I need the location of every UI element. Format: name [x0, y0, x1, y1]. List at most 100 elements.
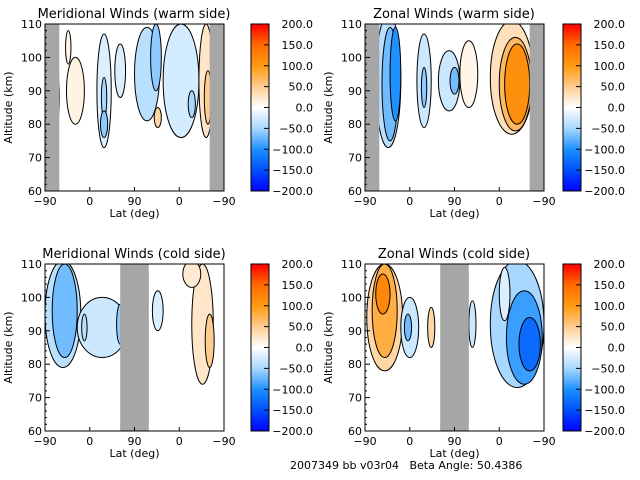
- x-tick-label: 0: [406, 435, 413, 448]
- colorbar-tick-label: 0.0: [608, 102, 626, 115]
- colorbar-tick-label: 200.0: [594, 258, 626, 271]
- y-tick-label: 60: [28, 185, 42, 198]
- mask: [544, 24, 564, 191]
- x-tick-label: 0: [86, 195, 93, 208]
- mask: [345, 24, 365, 191]
- colorbar: 200.0 150.0 100.0 50.0 0.0 −50.0 −100.0 −150.0 −…: [562, 258, 626, 438]
- colorbar-tick-label: 50.0: [289, 81, 314, 94]
- y-axis-label: Altitude (km): [2, 311, 15, 383]
- colorbar: 200.0 150.0 100.0 50.0 0.0 −50.0 −100.0 −150.0 −…: [250, 18, 314, 198]
- x-axis-label: Lat (deg): [430, 207, 480, 220]
- mask: [345, 264, 365, 431]
- mask: [325, 244, 584, 264]
- y-tick-label: 100: [21, 51, 42, 64]
- x-tick-label: 0: [496, 195, 503, 208]
- contour-region: [182, 260, 202, 288]
- contour-region: [375, 273, 391, 315]
- contour-region: [204, 313, 215, 369]
- footer-info: 2007349 bb v03r04 Beta Angle: 50.4386: [290, 459, 523, 472]
- colorbar-tick-label: 100.0: [282, 300, 314, 313]
- contour-region: [162, 23, 200, 139]
- colorbar-tick-label: 150.0: [282, 39, 314, 52]
- mask: [325, 191, 584, 205]
- colorbar-tick-label: 100.0: [594, 60, 626, 73]
- y-tick-label: 80: [28, 358, 42, 371]
- contour-region: [151, 290, 164, 332]
- y-axis-label: Altitude (km): [322, 311, 335, 383]
- chart-panel-4: 60 70 80 90 100 110 −90 0 90 0 −90 Zonal Winds (col…: [322, 244, 625, 460]
- mask: [325, 431, 584, 445]
- contour-region: [389, 26, 402, 122]
- y-tick-label: 90: [28, 325, 42, 338]
- no-data-band: [45, 24, 60, 191]
- contour-region: [427, 306, 436, 348]
- y-tick-label: 90: [28, 85, 42, 98]
- no-data-band: [209, 24, 224, 191]
- contour-region: [187, 90, 196, 119]
- y-tick-label: 80: [28, 118, 42, 131]
- y-tick-label: 110: [341, 18, 362, 31]
- colorbar-tick-label: −50.0: [279, 362, 313, 375]
- mask: [25, 264, 45, 431]
- colorbar-tick-label: 50.0: [601, 321, 626, 334]
- contour-region: [498, 266, 511, 322]
- colorbar-tick-label: −100.0: [584, 143, 625, 156]
- mask: [5, 244, 264, 264]
- x-tick-label: −90: [33, 195, 56, 208]
- contour-region: [153, 107, 162, 129]
- y-tick-label: 80: [348, 118, 362, 131]
- mask: [5, 191, 264, 205]
- y-tick-label: 70: [28, 392, 42, 405]
- y-tick-label: 70: [348, 392, 362, 405]
- chart-title: Zonal Winds (cold side): [378, 247, 530, 262]
- colorbar-tick-label: −150.0: [272, 164, 313, 177]
- mask: [5, 431, 264, 445]
- colorbar-tick-label: −100.0: [272, 383, 313, 396]
- contour-region: [81, 313, 88, 342]
- contour-region: [459, 40, 479, 108]
- colorbar-tick-label: 200.0: [282, 258, 314, 271]
- x-tick-label: −90: [353, 435, 376, 448]
- x-tick-label: 90: [128, 195, 142, 208]
- colorbar: 200.0 150.0 100.0 50.0 0.0 −50.0 −100.0 −150.0 −…: [250, 258, 314, 438]
- y-tick-label: 70: [348, 152, 362, 165]
- colorbar-tick-label: 200.0: [594, 18, 626, 31]
- colorbar-tick-label: 150.0: [594, 279, 626, 292]
- contour-region: [150, 23, 162, 92]
- colorbar-tick-label: 0.0: [608, 342, 626, 355]
- colorbar-tick-label: 150.0: [594, 39, 626, 52]
- colorbar-tick-label: 50.0: [601, 81, 626, 94]
- y-tick-label: 100: [341, 291, 362, 304]
- contour-region: [65, 56, 85, 125]
- colorbar-tick-label: −100.0: [584, 383, 625, 396]
- colorbar-tick-label: −50.0: [591, 122, 625, 135]
- no-data-band: [440, 264, 469, 431]
- y-tick-label: 70: [28, 152, 42, 165]
- no-data-band: [120, 264, 149, 431]
- y-axis-label: Altitude (km): [322, 71, 335, 143]
- contour-region: [420, 66, 428, 108]
- colorbar-tick-label: 50.0: [289, 321, 314, 334]
- colorbar-tick-label: 150.0: [282, 279, 314, 292]
- x-tick-label: 0: [176, 435, 183, 448]
- colorbar-tick-label: 100.0: [282, 60, 314, 73]
- y-tick-label: 100: [21, 291, 42, 304]
- colorbar-tick-label: −150.0: [272, 404, 313, 417]
- x-axis-label: Lat (deg): [430, 447, 480, 460]
- colorbar-tick-label: −200.0: [272, 425, 313, 438]
- y-tick-label: 90: [348, 85, 362, 98]
- mask: [224, 264, 244, 431]
- y-tick-label: 60: [348, 425, 362, 438]
- colorbar-tick-label: −100.0: [272, 143, 313, 156]
- y-tick-label: 60: [348, 185, 362, 198]
- mask: [25, 24, 45, 191]
- x-tick-label: 90: [448, 435, 462, 448]
- colorbar-tick-label: 100.0: [594, 300, 626, 313]
- colorbar-tick-label: 200.0: [282, 18, 314, 31]
- contour-region: [99, 110, 109, 139]
- x-tick-label: 90: [448, 195, 462, 208]
- contour-region: [518, 316, 541, 372]
- x-tick-label: −90: [212, 435, 235, 448]
- colorbar-tick-label: −50.0: [591, 362, 625, 375]
